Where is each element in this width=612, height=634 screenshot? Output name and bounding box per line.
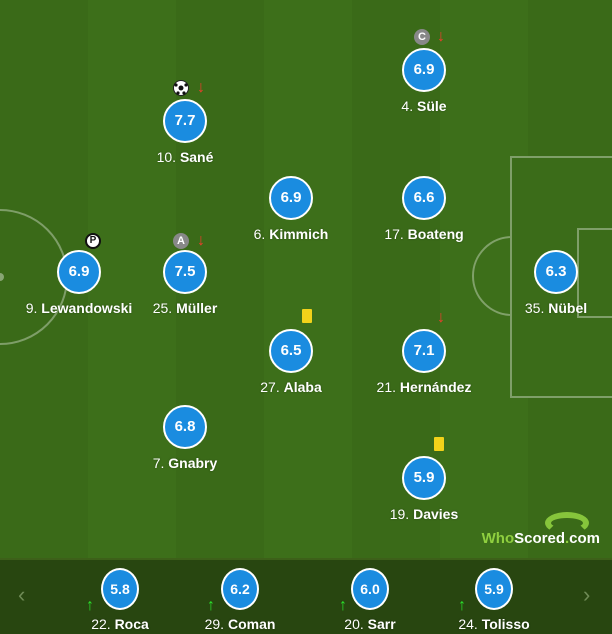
- next-arrow-button[interactable]: ›: [583, 582, 591, 607]
- player-hernandez[interactable]: 7.1 21. Hernández: [354, 329, 494, 395]
- penalty-icon: P: [85, 233, 101, 249]
- rating-bubble[interactable]: 5.8: [101, 568, 139, 610]
- player-name: 10. Sané: [156, 149, 214, 165]
- sub-sarr[interactable]: 6.0 20. Sarr: [310, 568, 430, 632]
- rating-bubble[interactable]: 6.9: [57, 250, 101, 294]
- center-spot: [0, 273, 4, 281]
- assist-icon: A: [173, 233, 189, 249]
- sub-on-arrow-icon: ↑: [458, 597, 466, 614]
- yellow-card-icon: [302, 309, 312, 323]
- rating-bubble[interactable]: 6.8: [163, 405, 207, 449]
- captain-icon: C: [414, 29, 430, 45]
- player-name: 27. Alaba: [260, 379, 322, 395]
- player-name: 35. Nübel: [524, 300, 588, 316]
- whoscored-logo-mark: [545, 512, 589, 534]
- player-muller[interactable]: 7.5 25. Müller: [115, 250, 255, 316]
- rating-bubble[interactable]: 6.3: [534, 250, 578, 294]
- player-name: 9. Lewandowski: [25, 300, 133, 316]
- pitch: 6.9 9. Lewandowski 7.5 25. Müller 7.7 10…: [0, 0, 612, 558]
- whoscored-logo: WhoScored.com: [481, 530, 600, 547]
- player-kimmich[interactable]: 6.9 6. Kimmich: [221, 176, 361, 242]
- sub-off-arrow-icon: ↓: [437, 309, 445, 326]
- sub-roca[interactable]: 5.8 22. Roca: [60, 568, 180, 632]
- rating-bubble[interactable]: 5.9: [402, 456, 446, 500]
- sub-tolisso[interactable]: 5.9 24. Tolisso: [434, 568, 554, 632]
- rating-bubble[interactable]: 6.0: [351, 568, 389, 610]
- player-davies[interactable]: 5.9 19. Davies: [354, 456, 494, 522]
- player-boateng[interactable]: 6.6 17. Boateng: [354, 176, 494, 242]
- player-alaba[interactable]: 6.5 27. Alaba: [221, 329, 361, 395]
- sub-on-arrow-icon: ↑: [207, 597, 215, 614]
- rating-bubble[interactable]: 6.2: [221, 568, 259, 610]
- player-gnabry[interactable]: 6.8 7. Gnabry: [115, 405, 255, 471]
- goal-ball-icon: [173, 80, 189, 96]
- sub-on-arrow-icon: ↑: [86, 597, 94, 614]
- yellow-card-icon: [434, 437, 444, 451]
- rating-bubble[interactable]: 6.6: [402, 176, 446, 220]
- player-nubel[interactable]: 6.3 35. Nübel: [486, 250, 612, 316]
- sub-on-arrow-icon: ↑: [339, 597, 347, 614]
- rating-bubble[interactable]: 7.5: [163, 250, 207, 294]
- player-name: 7. Gnabry: [152, 455, 218, 471]
- sub-off-arrow-icon: ↓: [437, 28, 445, 45]
- rating-bubble[interactable]: 6.5: [269, 329, 313, 373]
- player-lewandowski[interactable]: 6.9 9. Lewandowski: [9, 250, 149, 316]
- rating-bubble[interactable]: 7.7: [163, 99, 207, 143]
- rating-bubble[interactable]: 6.9: [402, 48, 446, 92]
- rating-bubble[interactable]: 5.9: [475, 568, 513, 610]
- six-yard-box: [577, 228, 612, 318]
- player-name: 25. Müller: [152, 300, 218, 316]
- sub-coman[interactable]: 6.2 29. Coman: [180, 568, 300, 632]
- prev-arrow-button[interactable]: ‹: [18, 582, 26, 607]
- rating-bubble[interactable]: 7.1: [402, 329, 446, 373]
- sub-off-arrow-icon: ↓: [197, 79, 205, 96]
- substitutes-bar: ‹ › 5.8 22. Roca 6.2 29. Coman 6.0 20. S…: [0, 558, 612, 634]
- player-name: 6. Kimmich: [253, 226, 329, 242]
- player-sane[interactable]: 7.7 10. Sané: [115, 99, 255, 165]
- player-name: 17. Boateng: [384, 226, 464, 242]
- player-name: 19. Davies: [389, 506, 459, 522]
- rating-bubble[interactable]: 6.9: [269, 176, 313, 220]
- player-name: 4. Süle: [401, 98, 447, 114]
- sub-off-arrow-icon: ↓: [197, 232, 205, 249]
- player-sule[interactable]: 6.9 4. Süle: [354, 48, 494, 114]
- player-name: 21. Hernández: [376, 379, 472, 395]
